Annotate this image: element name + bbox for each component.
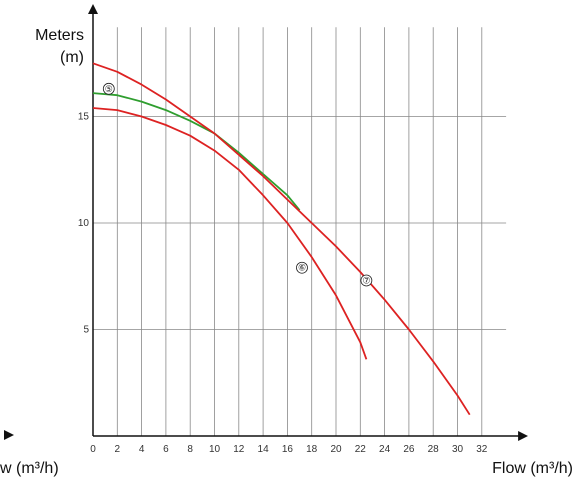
x-tick-label: 30 — [452, 444, 464, 455]
x-tick-label: 2 — [115, 444, 121, 455]
x-tick-label: 10 — [209, 444, 221, 455]
x-tick-label: 4 — [139, 444, 145, 455]
curve-marker-circle — [296, 261, 308, 274]
labels: 0 2 4 6 8 10 12 14 16 18 20 22 24 26 28 30 3251015Meters… — [0, 27, 573, 477]
curve-marker-circle — [102, 82, 115, 95]
y-axis-label-line1: Meters — [35, 27, 84, 44]
x-tick-label: 14 — [258, 444, 270, 455]
axes — [4, 4, 529, 441]
curve-marker-label: ⑦ — [362, 276, 370, 286]
x-tick-label: 28 — [428, 444, 440, 455]
curve-marker-circle — [360, 274, 373, 287]
x-tick-label: 26 — [403, 444, 415, 455]
curve-marker-label: ⑤ — [105, 84, 113, 94]
x-tick-label: 8 — [187, 444, 193, 455]
pump-curve-7 — [92, 62, 471, 416]
x-tick-label: 24 — [379, 444, 391, 455]
pump-curve-5 — [92, 92, 301, 211]
x-tick-label: 18 — [306, 444, 318, 455]
x-axis-label-fragment: w (m³/h) — [0, 460, 59, 477]
x-tick-label: 20 — [330, 444, 342, 455]
y-axis-label-line2: (m) — [60, 49, 84, 66]
x-tick-label: 22 — [355, 444, 367, 455]
series-layer — [92, 62, 471, 416]
pump-curve-6 — [92, 107, 368, 360]
x-axis-label: Flow (m³/h) — [492, 460, 573, 477]
x-tick-label: 0 — [90, 444, 96, 455]
curve-marker-label: ⑥ — [298, 263, 306, 273]
y-tick-label: 10 — [78, 218, 90, 229]
left-arrow-fragment — [4, 430, 14, 440]
x-tick-label: 12 — [233, 444, 245, 455]
grid-lines — [93, 27, 507, 436]
x-tick-label: 16 — [282, 444, 294, 455]
x-tick-label: 32 — [476, 444, 488, 455]
x-tick-label: 6 — [163, 444, 169, 455]
y-tick-label: 15 — [78, 112, 90, 123]
y-tick-label: 5 — [83, 325, 89, 336]
